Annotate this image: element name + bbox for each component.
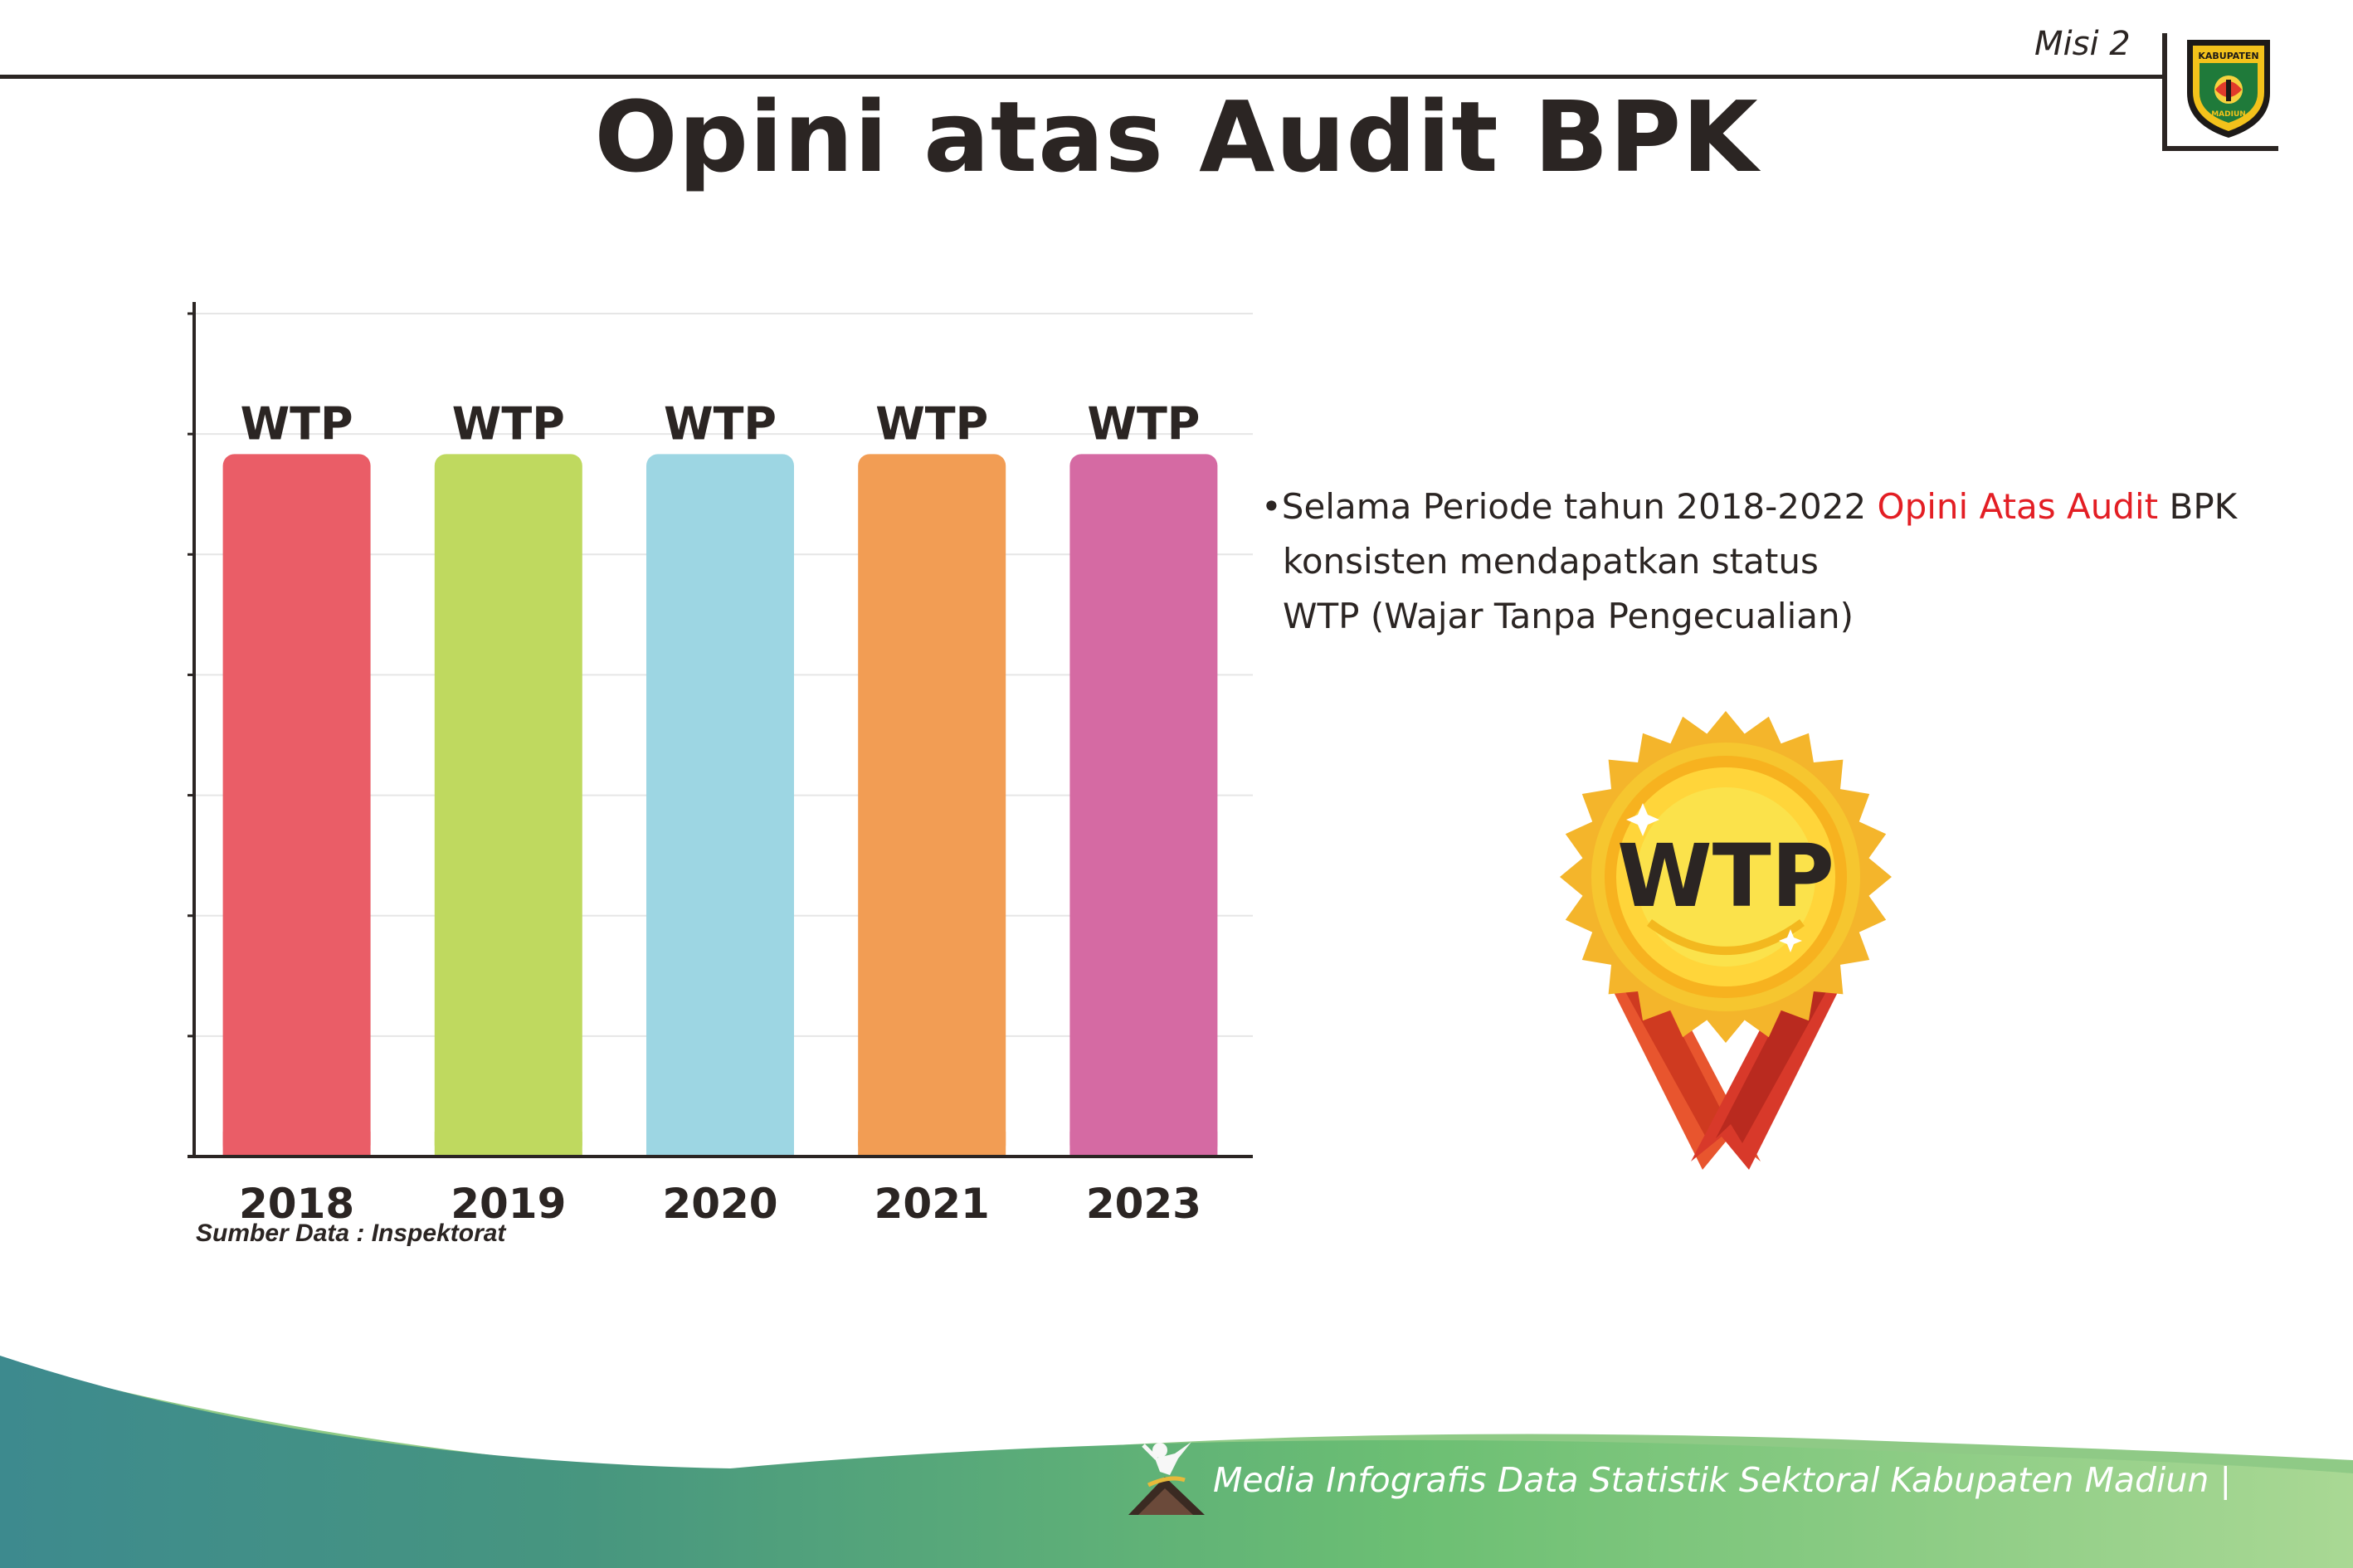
description-line-2: konsisten mendapatkan status xyxy=(1283,541,1819,582)
bar-2018 xyxy=(222,454,371,1157)
bar-base-2018 xyxy=(222,1132,371,1157)
x-tick-label-2021: 2021 xyxy=(874,1180,990,1228)
bar-2020 xyxy=(646,454,794,1157)
bar-base-2020 xyxy=(646,1132,794,1157)
data-label-2018: WTP xyxy=(241,397,353,450)
emblem-text-bottom: MADIUN xyxy=(2211,110,2246,119)
award-ribbon-badge-icon: WTP xyxy=(1560,711,1892,1170)
bar-2023 xyxy=(1069,454,1218,1157)
bar-base-2023 xyxy=(1069,1132,1218,1157)
x-tick-label-2020: 2020 xyxy=(662,1180,777,1228)
bar-2021 xyxy=(858,454,1006,1157)
description-line-1: •Selama Periode tahun 2018-2022 Opini At… xyxy=(1261,480,2290,534)
corner-bracket-horizontal xyxy=(2162,146,2278,151)
bullet: • xyxy=(1261,486,1282,527)
figure-logo-icon xyxy=(1128,1442,1205,1515)
bar-2019 xyxy=(434,454,582,1157)
description-highlight: Opini Atas Audit xyxy=(1877,486,2159,527)
badge-text: WTP xyxy=(1617,825,1834,927)
bpk-opinion-bar-chart: WTP 2018 WTP 2019 WTP 2020 WTP 2021 WTP 2023 xyxy=(188,302,1253,1228)
header-rule xyxy=(0,75,2167,79)
source-note: Sumber Data : Inspektorat xyxy=(196,1220,506,1247)
bar-base-2019 xyxy=(434,1132,582,1157)
corner-bracket-vertical xyxy=(2162,33,2167,151)
description-line-3: WTP (Wajar Tanpa Pengecualian) xyxy=(1283,596,1854,636)
description-line-1-end: BPK xyxy=(2158,486,2238,527)
x-tick-label-2023: 2023 xyxy=(1086,1180,1201,1228)
data-label-2019: WTP xyxy=(452,397,565,450)
bar-base-2021 xyxy=(858,1132,1006,1157)
kabupaten-madiun-emblem-icon: KABUPATEN MADIUN xyxy=(2187,40,2270,138)
section-label: Misi 2 xyxy=(2034,25,2131,63)
description-line-1-start: Selama Periode tahun 2018-2022 xyxy=(1281,486,1878,527)
data-label-2023: WTP xyxy=(1087,397,1200,450)
page-title: Opini atas Audit BPK xyxy=(594,80,1759,194)
emblem-text-top: KABUPATEN xyxy=(2198,51,2258,61)
x-tick-label-2019: 2019 xyxy=(451,1180,566,1228)
description-text: •Selama Periode tahun 2018-2022 Opini At… xyxy=(1261,480,2290,644)
x-tick-label-2018: 2018 xyxy=(239,1180,354,1228)
data-label-2020: WTP xyxy=(664,397,777,450)
footer-text: Media Infografis Data Statistik Sektoral… xyxy=(1213,1460,2232,1500)
data-label-2021: WTP xyxy=(875,397,988,450)
